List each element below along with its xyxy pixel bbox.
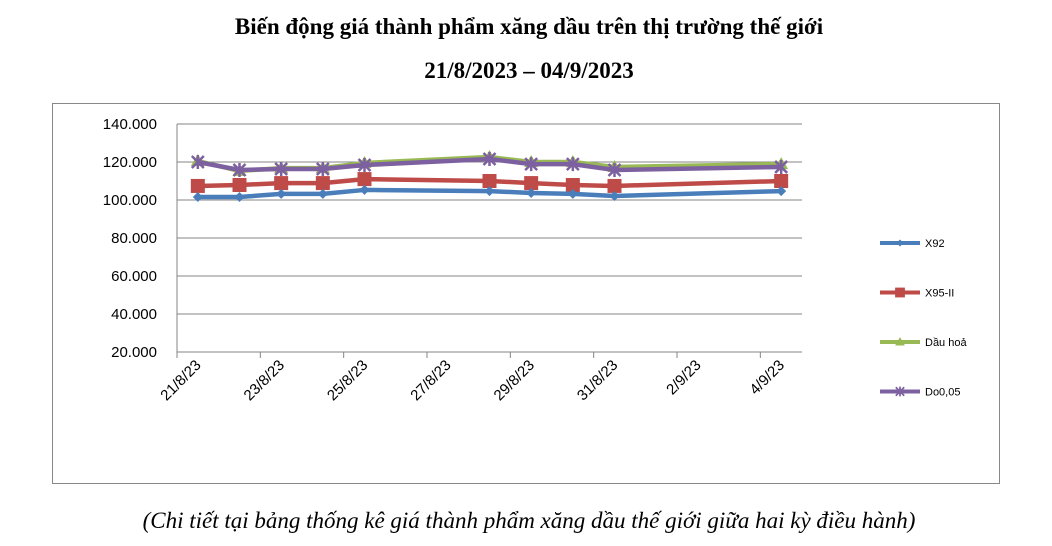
marker bbox=[357, 172, 372, 187]
marker bbox=[357, 158, 372, 173]
marker bbox=[274, 176, 289, 191]
marker bbox=[565, 177, 580, 192]
chart-title: Biến động giá thành phẩm xăng dầu trên t… bbox=[235, 14, 824, 39]
series-line bbox=[197, 176, 782, 189]
x-tick-label: 31/8/23 bbox=[574, 357, 621, 404]
legend-marker bbox=[895, 337, 905, 346]
marker bbox=[276, 188, 287, 199]
marker bbox=[232, 162, 247, 177]
marker bbox=[315, 162, 330, 177]
marker bbox=[526, 187, 537, 198]
marker bbox=[776, 186, 787, 197]
y-tick-label: 80.000 bbox=[111, 230, 157, 247]
series-line bbox=[197, 187, 782, 200]
marker bbox=[274, 162, 289, 177]
marker bbox=[482, 151, 497, 166]
y-tick-label: 20.000 bbox=[111, 344, 157, 361]
marker bbox=[524, 176, 539, 191]
x-tick-label: 2/9/23 bbox=[663, 357, 705, 399]
y-tick-label: 40.000 bbox=[111, 306, 157, 323]
footnote: (Chi tiết tại bảng thống kê giá thành ph… bbox=[143, 508, 916, 533]
marker bbox=[565, 157, 580, 172]
marker bbox=[234, 191, 245, 202]
marker bbox=[609, 191, 620, 202]
y-tick-label: 120.000 bbox=[103, 154, 157, 171]
legend-label: X95-II bbox=[925, 288, 954, 300]
marker bbox=[567, 188, 578, 199]
marker bbox=[607, 162, 622, 177]
marker bbox=[232, 177, 247, 192]
legend-marker bbox=[895, 287, 905, 298]
marker bbox=[774, 174, 789, 188]
marker bbox=[192, 191, 203, 202]
marker bbox=[359, 184, 370, 195]
marker bbox=[607, 178, 622, 193]
marker bbox=[317, 188, 328, 199]
x-tick-label: 25/8/23 bbox=[324, 357, 371, 404]
marker bbox=[315, 176, 330, 191]
chart-frame bbox=[52, 103, 1000, 484]
marker bbox=[190, 178, 205, 193]
legend-label: Dầu hoả bbox=[925, 337, 967, 349]
marker bbox=[484, 186, 495, 197]
chart-subtitle: 21/8/2023 – 04/9/2023 bbox=[424, 58, 634, 83]
marker bbox=[524, 157, 539, 172]
marker bbox=[482, 174, 497, 188]
marker bbox=[774, 159, 789, 174]
x-tick-label: 4/9/23 bbox=[746, 357, 788, 399]
marker bbox=[190, 155, 205, 169]
legend-label: X92 bbox=[925, 238, 945, 250]
y-tick-label: 60.000 bbox=[111, 268, 157, 285]
x-tick-label: 21/8/23 bbox=[157, 357, 204, 404]
y-tick-label: 100.000 bbox=[103, 192, 157, 209]
legend-label: Do0,05 bbox=[925, 387, 960, 399]
series-line bbox=[197, 156, 782, 173]
x-tick-label: 23/8/23 bbox=[241, 357, 288, 404]
x-tick-label: 29/8/23 bbox=[491, 357, 538, 404]
x-tick-label: 27/8/23 bbox=[407, 357, 454, 404]
legend-marker bbox=[896, 239, 904, 247]
legend-marker bbox=[895, 386, 905, 397]
y-tick-label: 140.000 bbox=[103, 116, 157, 133]
